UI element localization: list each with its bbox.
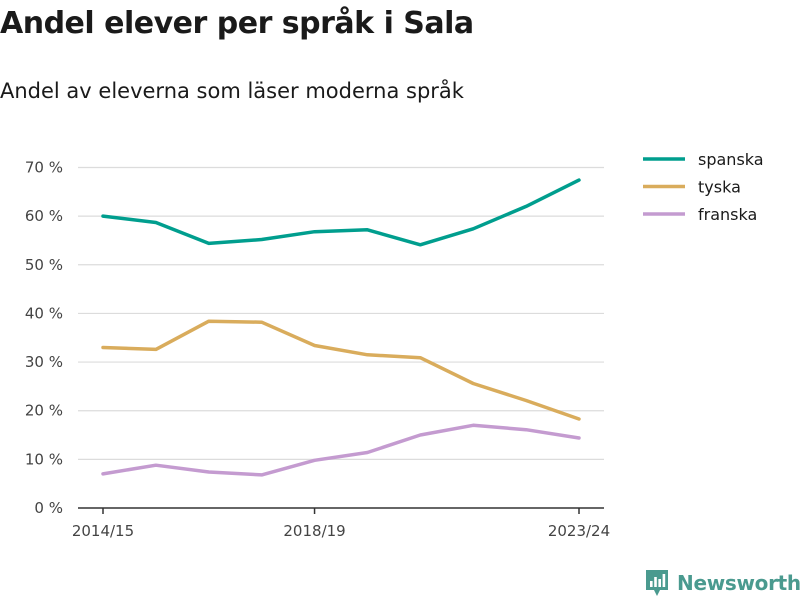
legend-label-tyska: tyska bbox=[698, 178, 741, 197]
series-line-franska bbox=[101, 423, 581, 477]
x-tick-label: 2023/24 bbox=[548, 522, 610, 540]
y-tick-label: 20 % bbox=[25, 402, 63, 420]
y-tick-label: 70 % bbox=[25, 159, 63, 177]
y-tick-label: 0 % bbox=[34, 499, 63, 517]
legend: spanska tyska franska bbox=[643, 150, 764, 224]
legend-label-spanska: spanska bbox=[698, 150, 764, 169]
series-lines bbox=[101, 178, 581, 477]
chart-title: Andel elever per språk i Sala bbox=[0, 6, 474, 41]
chart-subtitle: Andel av eleverna som läser moderna språ… bbox=[0, 79, 464, 103]
gridlines bbox=[78, 166, 604, 460]
newsworthy-icon bbox=[646, 570, 668, 596]
series-line-spanska bbox=[101, 178, 581, 247]
y-axis: 0 % 10 % 20 % 30 % 40 % 50 % 60 % 70 % bbox=[25, 159, 63, 518]
y-tick-label: 10 % bbox=[25, 450, 63, 468]
y-tick-label: 60 % bbox=[25, 207, 63, 225]
x-tick-label: 2014/15 bbox=[72, 522, 134, 540]
series-line-tyska bbox=[101, 319, 581, 421]
y-tick-label: 40 % bbox=[25, 304, 63, 322]
x-axis: 2014/15 2018/19 2023/24 bbox=[72, 507, 610, 540]
y-tick-label: 50 % bbox=[25, 256, 63, 274]
legend-label-franska: franska bbox=[698, 205, 757, 224]
newsworthy-logo: Newsworthy bbox=[644, 568, 800, 598]
brand-name: Newsworthy bbox=[677, 571, 800, 595]
x-tick-label: 2018/19 bbox=[283, 522, 345, 540]
y-tick-label: 30 % bbox=[25, 353, 63, 371]
